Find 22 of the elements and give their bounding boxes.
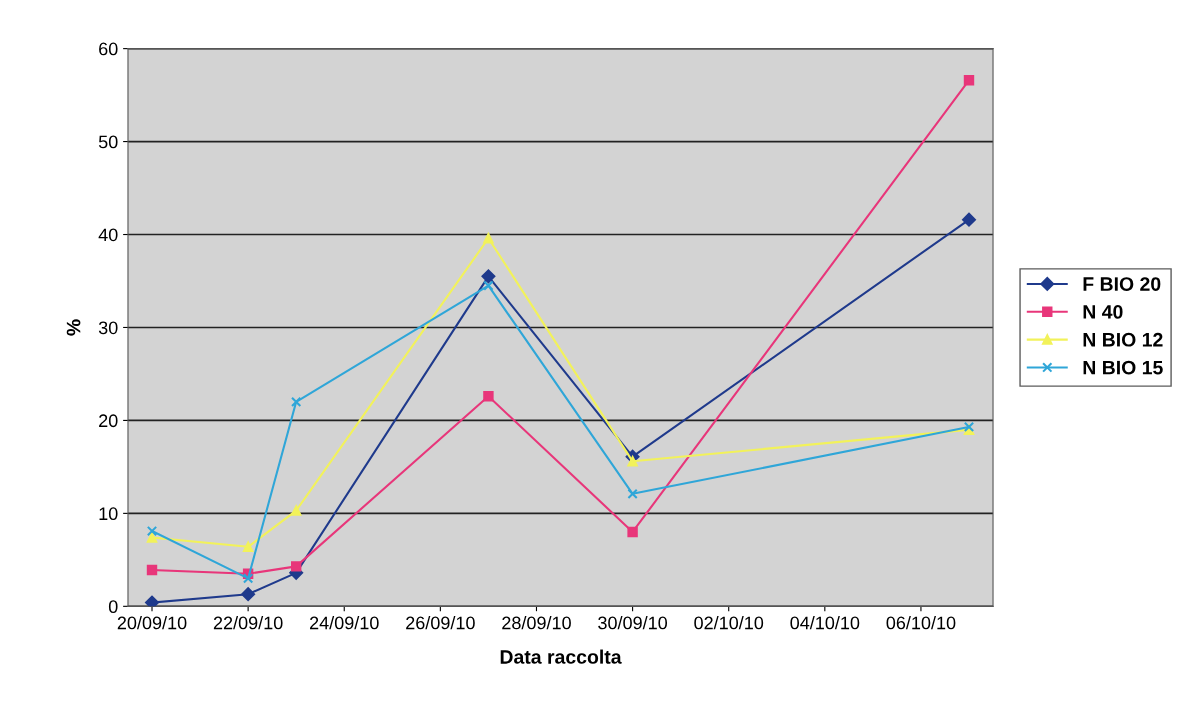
x-tick-label: 20/09/10 (117, 616, 187, 630)
y-axis-title: % (66, 319, 81, 336)
y-tick-label: 60 (99, 42, 118, 56)
x-tick-label: 02/10/10 (694, 616, 764, 630)
x-tick-label: 28/09/10 (502, 616, 571, 630)
y-tick-label: 30 (98, 321, 118, 335)
legend-label: N 40 (1083, 305, 1123, 319)
legend-label: N BIO 12 (1083, 332, 1163, 347)
x-tick-label: 24/09/10 (310, 616, 379, 630)
x-tick-label: 22/09/10 (213, 616, 283, 630)
x-axis-title: Data raccolta (500, 649, 622, 664)
legend-label: F BIO 20 (1083, 277, 1161, 291)
y-tick-label: 0 (108, 600, 118, 614)
x-tick-label: 30/09/10 (598, 616, 668, 630)
x-tick-label: 06/10/10 (886, 616, 956, 630)
y-tick-label: 20 (99, 414, 118, 428)
y-tick-label: 50 (98, 135, 118, 149)
x-tick-label: 04/10/10 (790, 616, 860, 630)
y-tick-label: 10 (99, 507, 118, 521)
x-tick-label: 26/09/10 (406, 616, 475, 630)
y-tick-label: 40 (98, 228, 118, 242)
legend-label: N BIO 15 (1083, 360, 1163, 375)
